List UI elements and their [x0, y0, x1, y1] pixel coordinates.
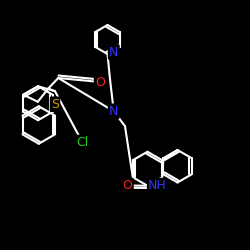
- Text: O: O: [95, 76, 105, 88]
- Text: NH: NH: [148, 179, 167, 192]
- Text: N: N: [109, 46, 118, 59]
- Text: O: O: [122, 179, 132, 192]
- Text: S: S: [51, 98, 59, 111]
- Text: N: N: [109, 105, 118, 118]
- Text: Cl: Cl: [76, 136, 88, 149]
